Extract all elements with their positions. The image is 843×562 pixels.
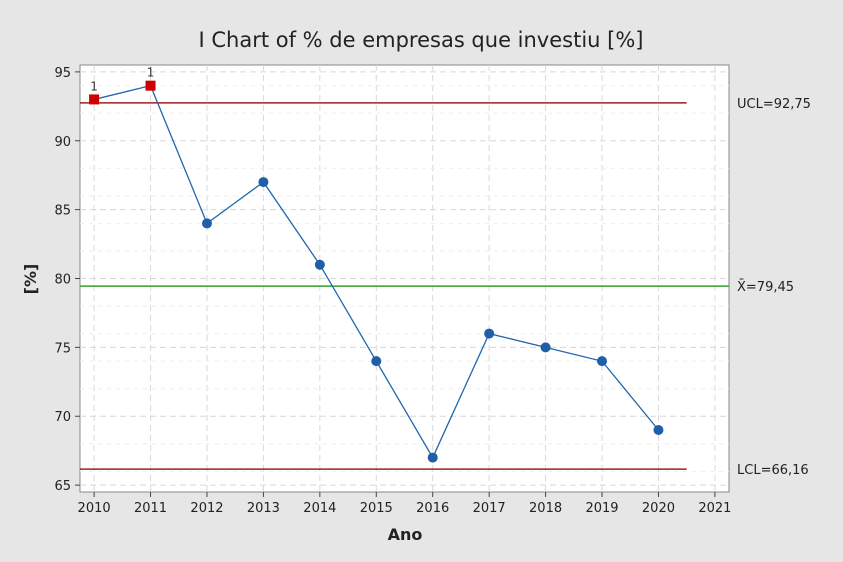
data-point bbox=[314, 259, 325, 270]
data-point bbox=[258, 177, 269, 188]
y-tick-label: 75 bbox=[54, 341, 71, 356]
x-tick-label: 2017 bbox=[473, 501, 506, 516]
y-tick-label: 85 bbox=[54, 204, 71, 219]
y-tick-label: 80 bbox=[54, 273, 71, 288]
y-tick-label: 70 bbox=[54, 410, 71, 425]
out-of-control-flag: 1 bbox=[90, 79, 98, 93]
flagged-point bbox=[145, 80, 156, 91]
center-line-label: X̄=79,45 bbox=[737, 280, 794, 295]
y-tick-label: 65 bbox=[54, 479, 71, 494]
out-of-control-flag: 1 bbox=[147, 66, 155, 80]
y-tick-label: 95 bbox=[54, 66, 71, 81]
x-tick-label: 2013 bbox=[247, 501, 280, 516]
x-tick-label: 2018 bbox=[529, 501, 562, 516]
y-tick-label: 90 bbox=[54, 135, 71, 150]
data-point bbox=[540, 342, 551, 353]
data-point bbox=[653, 425, 664, 436]
x-tick-label: 2014 bbox=[303, 501, 336, 516]
data-point bbox=[427, 452, 438, 463]
x-tick-label: 2020 bbox=[642, 501, 675, 516]
x-tick-label: 2016 bbox=[416, 501, 449, 516]
x-tick-label: 2010 bbox=[78, 501, 111, 516]
x-axis-title: Ano bbox=[388, 525, 423, 544]
axes: 2010 2011 2012 2013 2014 2015 2016 2017 2018 2019… bbox=[54, 66, 731, 516]
y-axis-title: [%] bbox=[21, 264, 40, 295]
data-point bbox=[484, 328, 495, 339]
x-tick-label: 2015 bbox=[360, 501, 393, 516]
flagged-point bbox=[89, 94, 100, 105]
data-series: 11 bbox=[89, 66, 664, 463]
data-point bbox=[597, 356, 608, 367]
x-tick-label: 2011 bbox=[134, 501, 167, 516]
ucl-label: UCL=92,75 bbox=[737, 97, 811, 112]
x-tick-label: 2019 bbox=[585, 501, 618, 516]
x-tick-label: 2012 bbox=[190, 501, 223, 516]
x-tick-label: 2021 bbox=[698, 501, 731, 516]
control-limit-lines: UCL=92,75 X̄=79,45 LCL=66,16 bbox=[80, 97, 811, 478]
data-point bbox=[201, 218, 212, 229]
data-point bbox=[371, 356, 382, 367]
lcl-label: LCL=66,16 bbox=[737, 463, 809, 478]
chart-title: I Chart of % de empresas que investiu [%… bbox=[198, 28, 643, 52]
grid-lines bbox=[80, 65, 729, 492]
